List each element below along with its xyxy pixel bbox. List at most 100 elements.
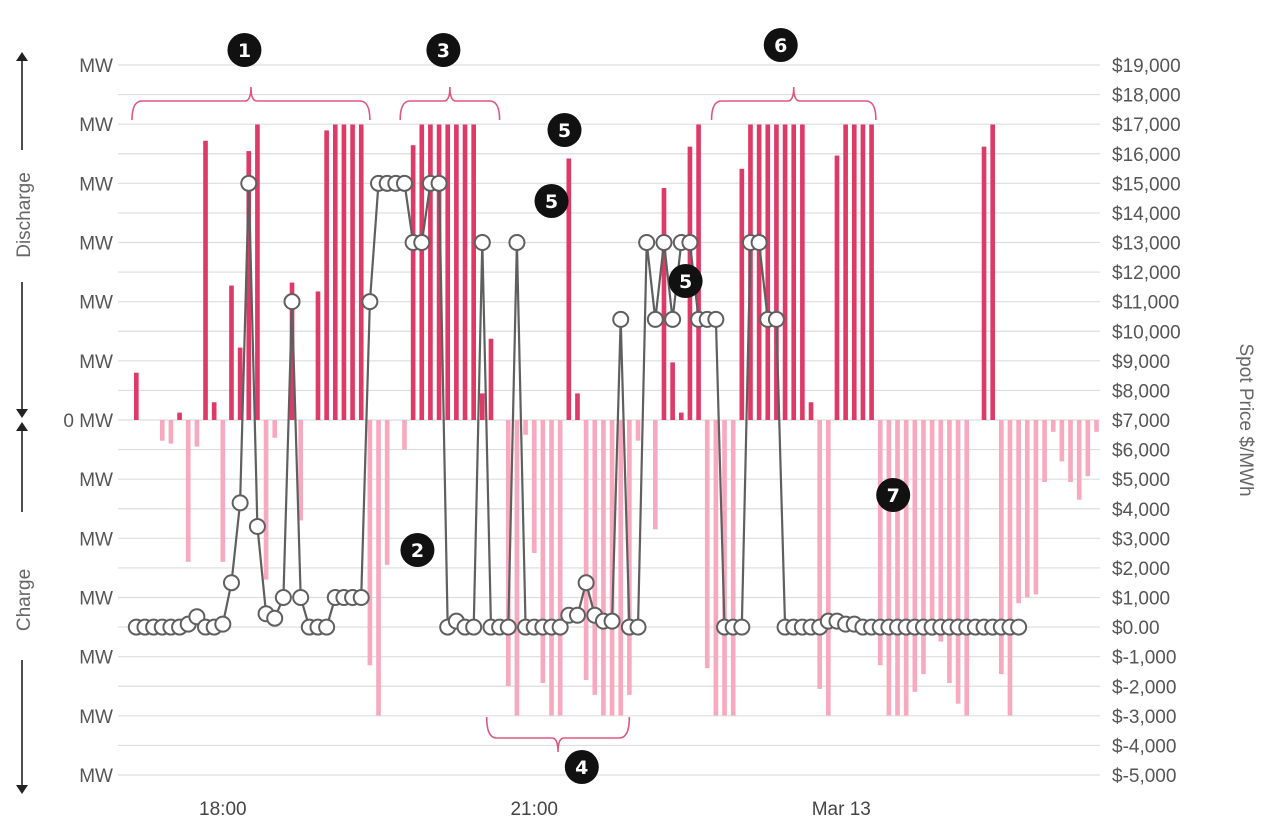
annotation-badge-circle [668,264,703,298]
charge-bar [1016,420,1021,604]
spot-price-point [681,234,699,251]
annotation-badge-circle [534,184,569,218]
discharge-bar [834,155,840,420]
right-tick-label: $-2,000 [1112,677,1176,698]
charge-bar [921,420,926,675]
annotation-badge: 7 [876,478,911,512]
spot-price-point [646,310,664,328]
arrow-up-icon [16,52,28,61]
discharge-bar [428,124,433,420]
spot-price-point [577,574,595,592]
right-tick-label: $-1,000 [1112,648,1176,669]
right-tick-label: $6,000 [1112,441,1170,462]
spot-price-point [292,589,310,606]
annotation-badge-number: 5 [558,120,571,142]
discharge-bar [419,124,425,420]
discharge-bar [203,140,208,420]
x-tick-label: Mar 13 [812,799,871,820]
x-axis: 18:00 21:00 Mar 13 [199,799,871,820]
charge-bar [877,420,883,666]
left-axis: MW MW MW MW MW MW 0 MW MW MW MW MW MW MW [63,56,113,787]
charge-bar [895,420,900,716]
charge-label: Charge [14,569,35,631]
discharge-bar [237,347,243,420]
left-tick-label: MW [79,766,113,787]
numbered-annotations: 1 2 3 4 5 5 5 6 7 [227,28,911,784]
annotation-badge: 5 [668,264,703,298]
annotation-badge-number: 6 [774,35,787,57]
discharge-bar [739,168,745,420]
discharge-bar [410,145,416,420]
charge-bar [1042,420,1047,483]
charge-bar [964,420,970,716]
charge-bar [609,420,615,716]
charge-bar [1050,420,1056,432]
left-tick-label: MW [79,293,113,314]
annotation-badge-number: 3 [437,40,450,62]
charge-bar [1007,420,1013,716]
discharge-bar [350,124,355,420]
charge-bar [1085,420,1091,477]
charge-bar [1076,420,1082,500]
charge-bar [514,420,520,716]
annotation-badge: 1 [227,33,262,67]
annotation-badge-circle [227,33,262,67]
spot-price-point [361,293,379,311]
charge-bar [367,420,373,666]
annotation-badge-circle [763,28,798,62]
annotation-badge-number: 5 [545,191,558,213]
discharge-bar [869,124,874,420]
spot-price-point [430,174,448,192]
discharge-bar [211,402,217,420]
x-tick-label: 21:00 [510,799,558,820]
spot-price-series [127,174,1028,636]
charge-bar [376,420,381,716]
charge-bar [557,420,563,716]
charge-bar [583,420,589,681]
left-tick-label: MW [79,707,113,728]
discharge-charge-arrows [16,52,28,794]
charge-bar [194,420,200,447]
discharge-bar [860,124,866,420]
right-tick-label: $-4,000 [1112,736,1176,757]
arrow-down-icon [16,409,28,418]
charge-bar [523,420,528,435]
spot-price-point [214,615,232,633]
arrow-up-icon [16,422,28,431]
annotation-badge: 2 [400,533,435,567]
charge-bar [929,420,935,636]
annotation-badge-circle [426,33,461,67]
charge-bar [886,420,892,716]
left-tick-label: MW [79,56,113,77]
right-axis-title: Spot Price $/MWh [1235,343,1256,496]
spot-price-point [733,618,751,636]
charge-bar [505,420,511,686]
right-tick-label: $14,000 [1112,204,1181,225]
discharge-bar [134,372,139,420]
spot-price-point [551,618,569,636]
charge-bar [402,420,407,450]
charge-bar [298,420,303,521]
spot-price-point [568,606,586,624]
left-tick-label: MW [79,174,113,195]
spot-price-point [240,174,258,192]
discharge-bar [332,124,338,420]
spot-price-point [318,618,336,636]
spot-price-point [283,293,301,311]
discharge-bar [177,412,182,420]
right-tick-label: $17,000 [1112,115,1181,136]
spot-price-point [664,310,682,328]
charge-bar [730,420,736,716]
charge-bar [653,420,658,530]
charge-bar [531,420,537,553]
charge-bar [592,420,598,695]
charge-bar [903,420,909,716]
charge-bar [1068,420,1073,483]
annotation-badge-number: 4 [575,757,588,779]
spot-price-point [1010,618,1028,636]
charge-bar [168,420,174,444]
discharge-bar [808,402,814,420]
bracket [131,86,371,121]
bracket [710,86,877,121]
charge-bar [938,420,944,642]
